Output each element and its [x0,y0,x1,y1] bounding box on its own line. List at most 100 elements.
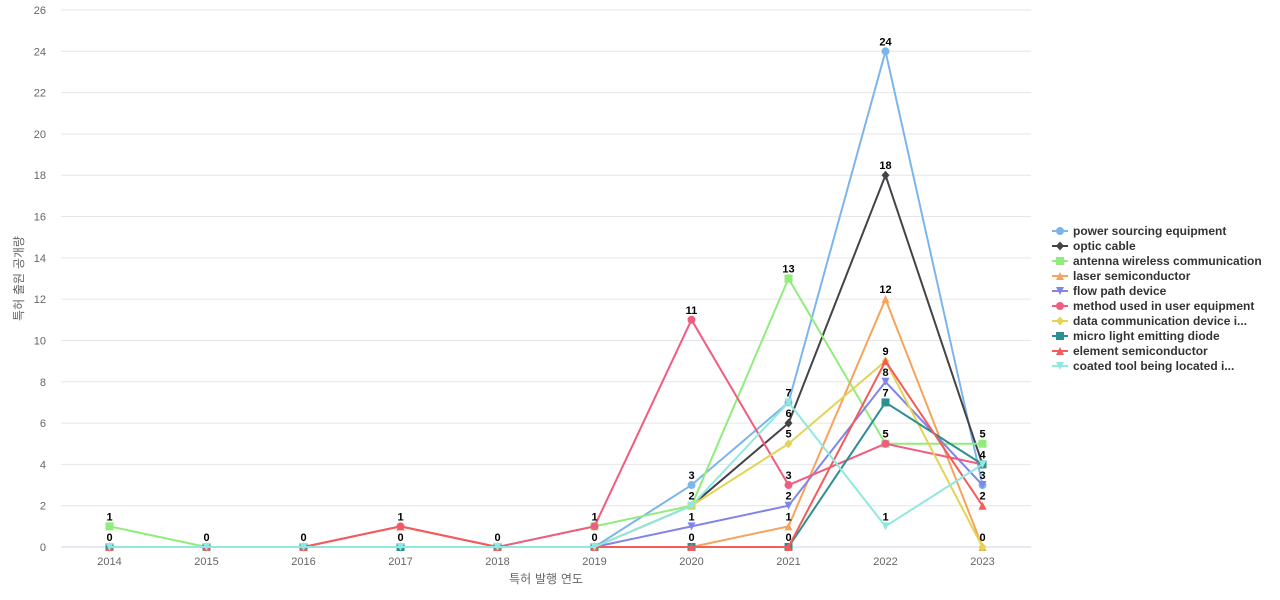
data-point[interactable] [202,543,211,551]
data-point[interactable] [881,295,890,304]
data-point[interactable] [687,543,696,551]
x-axis-title: 특허 발행 연도 [509,571,583,586]
legend-marker [1056,257,1064,265]
data-point[interactable] [784,274,793,283]
data-label: 2 [979,491,985,503]
legend-item[interactable]: element semiconductor [1052,344,1208,358]
data-point[interactable] [784,418,793,428]
data-point[interactable] [881,522,890,531]
legend-marker [1056,347,1064,355]
data-point[interactable] [784,439,793,449]
data-point[interactable] [978,460,987,469]
x-tick-label: 2021 [776,556,800,568]
data-point[interactable] [978,439,987,448]
data-point[interactable] [687,522,696,531]
data-point[interactable] [396,522,405,531]
legend-label: flow path device [1073,284,1167,298]
data-label: 4 [979,449,986,461]
data-label: 8 [882,367,888,379]
data-labels: 1 0 0 0 1 0 0 1 0 11 3 2 1 0 13 7 6 5 3 2 1 0 24 18 12 9 8 7 5 1 5 4 3 2 0 [106,36,986,544]
data-label: 3 [785,470,791,482]
data-point[interactable] [590,543,599,551]
data-label: 2 [688,491,694,503]
legend-item[interactable]: data communication device i... [1052,314,1247,328]
series-line[interactable] [108,401,984,548]
y-tick-label: 18 [34,170,46,182]
series-6[interactable] [105,356,987,552]
data-point[interactable] [881,439,890,448]
legend-item[interactable]: method used in user equipment [1052,299,1254,313]
data-point[interactable] [784,398,793,407]
data-label: 18 [879,160,891,172]
data-label: 11 [686,305,698,317]
series-8[interactable] [105,357,987,551]
y-tick-label: 24 [34,46,46,58]
x-tick-label: 2015 [194,556,218,568]
data-label: 0 [203,532,209,544]
data-point[interactable] [784,543,793,551]
legend-label: laser semiconductor [1073,269,1191,283]
data-point[interactable] [299,543,308,551]
data-point[interactable] [590,522,599,531]
data-point[interactable] [687,481,696,490]
legend-label: power sourcing equipment [1073,224,1226,238]
data-point[interactable] [881,357,890,366]
series-line[interactable] [108,277,984,548]
series-line[interactable] [108,318,984,548]
legend-label: optic cable [1073,239,1136,253]
legend-marker [1056,241,1064,251]
legend-item[interactable]: micro light emitting diode [1052,329,1220,343]
data-label: 2 [785,491,791,503]
series-2[interactable] [105,274,987,552]
data-point[interactable] [881,47,890,56]
legend-marker [1056,316,1064,326]
legend-item[interactable]: power sourcing equipment [1052,224,1226,238]
y-tick-label: 26 [34,5,46,17]
data-point[interactable] [784,501,793,510]
data-point[interactable] [881,398,890,407]
y-tick-label: 14 [34,253,46,265]
data-point[interactable] [978,501,987,510]
series-1[interactable] [105,170,987,552]
series-lines [105,47,987,552]
data-label: 0 [785,532,791,544]
data-label: 7 [882,387,888,399]
legend-item[interactable]: flow path device [1052,284,1167,298]
data-label: 3 [979,470,985,482]
legend-item[interactable]: antenna wireless communication [1052,254,1262,268]
x-tick-label: 2023 [970,556,994,568]
legend-marker [1056,272,1064,280]
series-line[interactable] [108,174,984,548]
data-label: 5 [979,429,985,441]
data-point[interactable] [687,501,696,510]
data-point[interactable] [105,522,114,531]
data-point[interactable] [881,170,890,180]
data-point[interactable] [493,543,502,551]
x-tick-label: 2022 [873,556,897,568]
legend-item[interactable]: optic cable [1052,239,1136,253]
data-point[interactable] [978,481,987,490]
legend-item[interactable]: coated tool being located i... [1052,359,1234,373]
legend-marker [1056,362,1064,370]
y-axis-title: 특허 출원 공개량 [12,236,26,321]
data-label: 1 [882,511,888,523]
data-point[interactable] [105,543,114,551]
legend-label: antenna wireless communication [1073,254,1262,268]
data-point[interactable] [978,542,987,552]
data-point[interactable] [881,377,890,386]
x-tick-label: 2017 [388,556,412,568]
y-tick-label: 12 [34,294,46,306]
legend-item[interactable]: laser semiconductor [1052,269,1191,283]
y-tick-label: 22 [34,88,46,100]
series-9[interactable] [105,398,987,551]
series-5[interactable] [105,315,987,551]
data-point[interactable] [687,315,696,324]
data-label: 1 [785,511,791,523]
data-point[interactable] [784,522,793,531]
data-label: 0 [300,532,306,544]
data-point[interactable] [784,481,793,490]
data-point[interactable] [396,543,405,551]
legend-marker [1056,332,1064,340]
